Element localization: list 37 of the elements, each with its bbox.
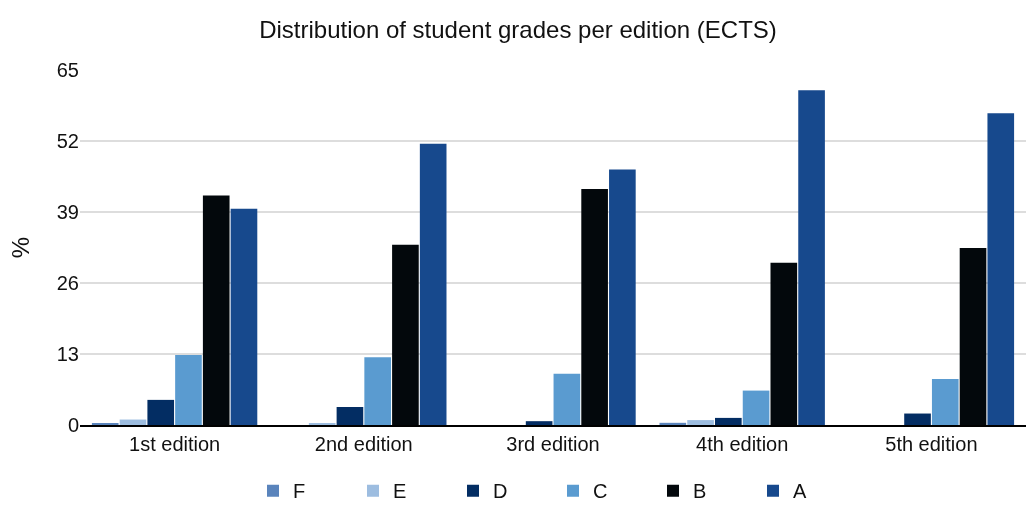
bar	[742, 390, 770, 425]
bar	[609, 169, 636, 425]
bar	[119, 419, 147, 425]
legend-label: E	[393, 480, 407, 503]
chart-title: Distribution of student grades per edition (ECTS)	[259, 15, 777, 43]
y-axis-title: %	[6, 236, 34, 259]
bar	[687, 420, 714, 425]
y-tick-label: 13	[56, 343, 79, 365]
legend-label: C	[593, 480, 608, 503]
bar	[419, 143, 447, 425]
y-tick-label: 52	[56, 130, 79, 152]
bar	[987, 113, 1015, 425]
bar	[175, 355, 202, 425]
bar	[931, 379, 959, 425]
bar	[364, 357, 391, 425]
bar	[798, 90, 825, 425]
bar	[659, 422, 687, 425]
y-tick-label: 26	[56, 272, 79, 294]
x-tick-label: 4th edition	[696, 432, 789, 455]
legend-label: A	[793, 480, 807, 503]
bar	[553, 373, 581, 425]
x-tick-label: 5th edition	[885, 432, 978, 455]
y-tick-label: 0	[67, 414, 79, 436]
bar	[904, 413, 931, 425]
y-tick-label: 39	[56, 201, 79, 223]
bar	[230, 208, 258, 425]
bar	[336, 406, 364, 425]
y-tick-label: 65	[56, 59, 79, 81]
x-tick-label: 1st edition	[129, 432, 221, 455]
legend-label: D	[493, 480, 508, 503]
bar	[147, 399, 175, 425]
legend-label: B	[693, 480, 707, 503]
x-tick-label: 2nd edition	[314, 432, 413, 455]
x-tick-label: 3rd edition	[506, 432, 600, 455]
legend-label: F	[293, 480, 306, 503]
bar	[525, 421, 553, 425]
bar	[715, 417, 742, 425]
